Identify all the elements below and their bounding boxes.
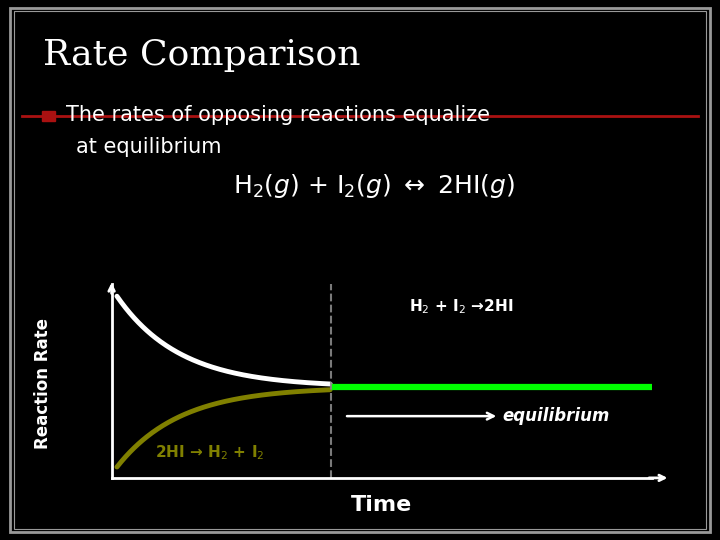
- Text: Rate Comparison: Rate Comparison: [43, 38, 361, 72]
- Text: Reaction Rate: Reaction Rate: [34, 318, 53, 449]
- Bar: [42, 111, 55, 121]
- Text: Time: Time: [351, 495, 413, 515]
- Text: 2HI → H$_2$ + I$_2$: 2HI → H$_2$ + I$_2$: [155, 443, 264, 462]
- Text: equilibrium: equilibrium: [347, 407, 609, 425]
- Text: H$_2$ + I$_2$ →2HI: H$_2$ + I$_2$ →2HI: [409, 298, 513, 316]
- Text: H$_2$($\it{g}$) + I$_2$($\it{g}$) $\leftrightarrow$ 2HI($\it{g}$): H$_2$($\it{g}$) + I$_2$($\it{g}$) $\left…: [233, 172, 516, 200]
- Text: at equilibrium: at equilibrium: [76, 137, 221, 158]
- Text: The rates of opposing reactions equalize: The rates of opposing reactions equalize: [66, 105, 490, 125]
